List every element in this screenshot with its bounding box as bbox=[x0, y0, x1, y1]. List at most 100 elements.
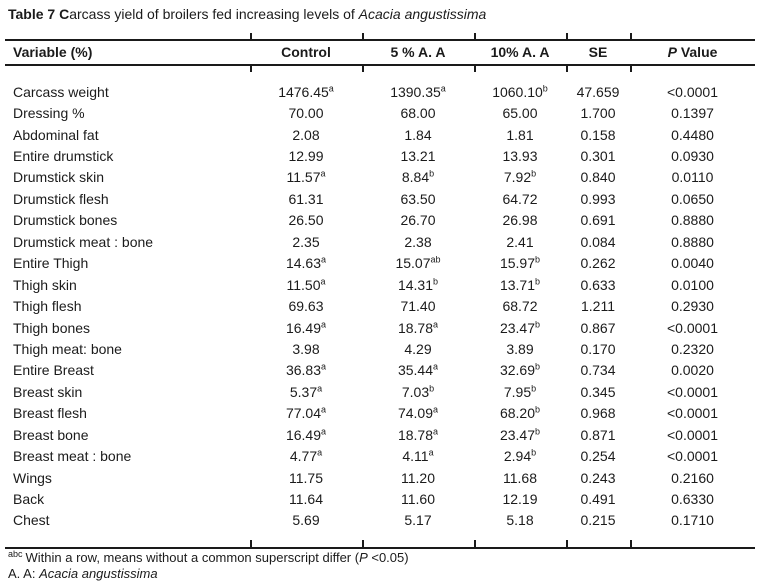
cell-value: 3.98 bbox=[292, 340, 320, 357]
treat5-value-cell: 18.78a bbox=[362, 317, 474, 338]
table-caption: Table 7 Carcass yield of broilers fed in… bbox=[8, 6, 486, 22]
cell-value: 11.50 bbox=[286, 276, 321, 293]
treat10-value-cell: 26.98 bbox=[474, 210, 566, 231]
se-value-cell: 0.158 bbox=[580, 126, 616, 143]
control-value-cell: 11.50a bbox=[250, 274, 362, 295]
control-value-cell: 61.31 bbox=[250, 188, 362, 209]
p-value-cell: 0.0020 bbox=[671, 362, 714, 379]
cell-value: 5.17 bbox=[404, 512, 432, 529]
cell-value: 26.70 bbox=[400, 212, 436, 229]
cell-value: 1476.45 bbox=[278, 83, 329, 100]
treat10-value-cell: 2.41 bbox=[474, 231, 566, 252]
table-row: Abdominal fat 2.08 1.84 1.81 0.158 0.4480 bbox=[5, 124, 755, 145]
column-boundary-tick bbox=[362, 64, 364, 72]
caption-text: arcass yield of broilers fed increasing … bbox=[69, 6, 359, 22]
treat5-value-cell: 74.09a bbox=[362, 403, 474, 424]
cell-value: 2.94 bbox=[503, 448, 532, 465]
cell-value: 11.68 bbox=[503, 469, 537, 486]
row-variable-cell: Breast flesh bbox=[13, 405, 87, 422]
cell-value: 15.07 bbox=[395, 255, 431, 272]
table-row: Drumstick skin 11.57a 8.84b 7.92b 0.840 0.011… bbox=[5, 167, 755, 188]
header-cell-pvalue: P Value bbox=[630, 39, 755, 64]
superscript-letter: a bbox=[433, 318, 439, 329]
cell-value: 12.99 bbox=[288, 148, 324, 165]
row-variable-cell: Breast bone bbox=[13, 426, 89, 443]
se-value-cell: 1.211 bbox=[581, 298, 615, 315]
superscript-letter: b bbox=[535, 361, 541, 372]
header-label: 5 % A. A bbox=[390, 43, 446, 60]
p-value-cell: 0.0100 bbox=[671, 276, 714, 293]
treat10-value-cell: 1060.10b bbox=[474, 81, 566, 102]
cell-value: 26.98 bbox=[502, 212, 538, 229]
superscript-letter: b bbox=[531, 447, 537, 458]
control-value-cell: 12.99 bbox=[250, 145, 362, 166]
row-variable-cell: Thigh meat: bone bbox=[13, 340, 122, 357]
footnote-text: A. A: bbox=[8, 566, 40, 581]
treat10-value-cell: 23.47b bbox=[474, 317, 566, 338]
header-cell-5pct: 5 % A. A bbox=[362, 39, 474, 64]
treat5-value-cell: 5.17 bbox=[362, 510, 474, 531]
treat5-value-cell: 35.44a bbox=[362, 360, 474, 381]
se-value-cell: 0.993 bbox=[580, 190, 616, 207]
row-variable-cell: Abdominal fat bbox=[13, 126, 99, 143]
p-value-cell: 0.2160 bbox=[671, 469, 714, 486]
row-variable-cell: Drumstick meat : bone bbox=[13, 233, 154, 250]
se-value-cell: 47.659 bbox=[576, 83, 620, 100]
row-variable-cell: Wings bbox=[13, 469, 52, 486]
superscript-letter: b bbox=[429, 168, 435, 179]
rule-bottom bbox=[5, 547, 755, 549]
caption-species-name: Acacia angustissima bbox=[358, 6, 487, 22]
table-row: Thigh bones 16.49a 18.78a 23.47b 0.867 <0.000… bbox=[5, 317, 755, 338]
treat10-value-cell: 11.68 bbox=[474, 467, 566, 488]
control-value-cell: 11.64 bbox=[250, 488, 362, 509]
control-value-cell: 26.50 bbox=[250, 210, 362, 231]
superscript-letter: b bbox=[542, 83, 548, 94]
footnote-superscripts: abc Within a row, means without a common … bbox=[8, 549, 409, 565]
cell-value: 7.92 bbox=[503, 169, 532, 186]
se-value-cell: 1.700 bbox=[580, 105, 616, 122]
control-value-cell: 2.08 bbox=[250, 124, 362, 145]
row-variable-cell: Drumstick flesh bbox=[13, 190, 109, 207]
cell-value: 2.35 bbox=[292, 233, 320, 250]
cell-value: 74.09 bbox=[397, 405, 434, 422]
se-value-cell: 0.345 bbox=[580, 383, 616, 400]
cell-value: 23.47 bbox=[499, 426, 536, 443]
cell-value: 23.47 bbox=[499, 319, 536, 336]
cell-value: 64.72 bbox=[502, 190, 538, 207]
se-value-cell: 0.243 bbox=[580, 469, 616, 486]
table-row: Entire Breast 36.83a 35.44a 32.69b 0.734 0.00… bbox=[5, 360, 755, 381]
cell-value: 13.93 bbox=[502, 148, 538, 165]
treat5-value-cell: 4.29 bbox=[362, 338, 474, 359]
rule-top bbox=[5, 39, 755, 41]
superscript-letter: a bbox=[320, 168, 326, 179]
p-value-cell: 0.2320 bbox=[671, 340, 714, 357]
treat5-value-cell: 13.21 bbox=[362, 145, 474, 166]
treat10-value-cell: 7.95b bbox=[474, 381, 566, 402]
p-value-cell: <0.0001 bbox=[667, 383, 718, 400]
superscript-letter: a bbox=[321, 361, 327, 372]
control-value-cell: 11.57a bbox=[250, 167, 362, 188]
p-value-cell: <0.0001 bbox=[667, 319, 718, 336]
se-value-cell: 0.215 bbox=[580, 512, 616, 529]
treat10-value-cell: 13.71b bbox=[474, 274, 566, 295]
control-value-cell: 77.04a bbox=[250, 403, 362, 424]
table-body: Carcass weight 1476.45a 1390.35a 1060.10b 47… bbox=[5, 64, 755, 531]
header-label: 10% A. A bbox=[490, 43, 550, 60]
p-value-cell: 0.8880 bbox=[671, 233, 714, 250]
p-value-cell: 0.8880 bbox=[671, 212, 714, 229]
row-variable-cell: Entire Thigh bbox=[13, 255, 89, 272]
treat10-value-cell: 2.94b bbox=[474, 445, 566, 466]
control-value-cell: 14.63a bbox=[250, 253, 362, 274]
treat5-value-cell: 4.11a bbox=[362, 445, 474, 466]
treat5-value-cell: 11.60 bbox=[362, 488, 474, 509]
control-value-cell: 70.00 bbox=[250, 102, 362, 123]
cell-value: 26.50 bbox=[288, 212, 324, 229]
table-row: Thigh flesh 69.63 71.40 68.72 1.211 0.2930 bbox=[5, 295, 755, 316]
cell-value: 4.77 bbox=[289, 448, 318, 465]
superscript-letter: a bbox=[321, 318, 327, 329]
superscript-letter: b bbox=[535, 426, 541, 437]
se-value-cell: 0.301 bbox=[580, 148, 616, 165]
cell-value: 35.44 bbox=[397, 362, 434, 379]
cell-value: 68.72 bbox=[502, 298, 538, 315]
p-value-cell: 0.1710 bbox=[671, 512, 714, 529]
